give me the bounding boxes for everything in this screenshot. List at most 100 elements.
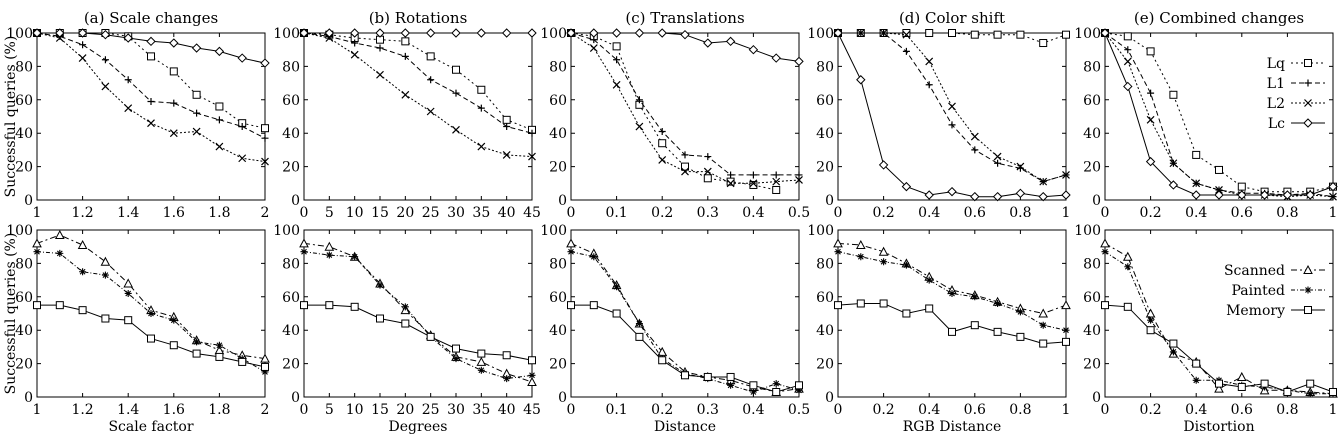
- data-point: [727, 381, 735, 389]
- data-point: [350, 50, 359, 59]
- x-tick-label: 1.6: [163, 205, 185, 221]
- legend-marker: [1304, 79, 1312, 87]
- series-painted: [300, 248, 536, 383]
- legend-marker: [1303, 264, 1313, 274]
- data-point: [772, 185, 781, 194]
- data-point: [772, 387, 781, 396]
- data-point: [452, 65, 460, 74]
- y-tick-label: 40: [15, 323, 33, 339]
- data-point: [1038, 308, 1049, 318]
- series-line: [1104, 242, 1334, 395]
- y-tick-label: 20: [15, 357, 33, 373]
- data-point: [401, 90, 410, 99]
- x-tick-label: 0.3: [697, 205, 719, 221]
- data-point: [477, 142, 486, 151]
- data-point: [1062, 326, 1070, 334]
- y-tick-label: 20: [282, 357, 300, 373]
- y-tick-label: 0: [1092, 193, 1101, 209]
- data-point: [902, 261, 910, 269]
- data-point: [1123, 302, 1132, 311]
- data-point: [970, 132, 979, 141]
- data-point: [349, 28, 360, 38]
- data-point: [124, 104, 133, 113]
- data-point: [452, 344, 460, 353]
- data-point: [993, 30, 1002, 39]
- data-point: [772, 380, 780, 388]
- data-point: [725, 36, 736, 47]
- data-point: [1237, 382, 1246, 391]
- y-tick-label: 40: [15, 126, 33, 142]
- data-point: [994, 159, 1002, 167]
- data-point: [970, 321, 979, 330]
- data-point: [1123, 57, 1132, 66]
- data-point: [77, 239, 88, 250]
- x-tick-label: 45: [523, 205, 541, 221]
- legend-label: Scanned: [1224, 263, 1285, 279]
- legend-marker: [1303, 118, 1313, 128]
- data-point: [657, 28, 667, 38]
- x-tick-label: 0.1: [605, 205, 627, 221]
- plot-frame: [303, 229, 533, 398]
- series-l2: [33, 29, 269, 166]
- data-point: [147, 119, 155, 128]
- data-point: [192, 349, 201, 358]
- y-tick-label: 80: [15, 256, 33, 272]
- y-tick-label: 80: [282, 256, 300, 272]
- x-tick-label: 0.8: [1276, 205, 1298, 221]
- data-point: [427, 76, 435, 84]
- data-point: [1146, 115, 1155, 124]
- data-point: [124, 289, 132, 297]
- data-point: [925, 57, 934, 66]
- data-point: [1101, 248, 1109, 256]
- data-point: [376, 314, 384, 323]
- data-point: [1124, 46, 1132, 54]
- y-tick-label: 0: [825, 390, 834, 406]
- y-axis-label: Successful queries (%): [3, 36, 19, 198]
- data-point: [726, 179, 735, 188]
- legend-label: Painted: [1231, 283, 1285, 299]
- data-point: [375, 28, 385, 38]
- x-tick-label: 25: [422, 205, 440, 221]
- x-tick-label: 5: [325, 205, 334, 221]
- x-tick-label: 0.4: [1185, 402, 1207, 418]
- data-point: [635, 96, 643, 104]
- x-tick-label: 10: [346, 402, 364, 418]
- y-tick-label: 100: [6, 26, 33, 42]
- data-point: [124, 76, 132, 84]
- data-point: [635, 332, 644, 341]
- y-tick-label: 100: [540, 26, 567, 42]
- data-point: [855, 239, 866, 250]
- y-tick-label: 80: [549, 59, 567, 75]
- data-point: [324, 241, 335, 251]
- data-point: [101, 271, 109, 279]
- x-tick-label: 15: [371, 205, 389, 221]
- legend-marker: [1304, 99, 1312, 107]
- series-line: [1104, 32, 1334, 198]
- data-point: [528, 371, 536, 379]
- data-point: [77, 28, 88, 38]
- series-painted: [33, 248, 269, 376]
- data-point: [795, 171, 803, 179]
- data-point: [191, 43, 202, 53]
- data-point: [879, 299, 888, 308]
- y-tick-label: 40: [1083, 323, 1101, 339]
- data-point: [1169, 159, 1178, 168]
- y-tick-label: 40: [816, 126, 834, 142]
- x-tick-label: 0: [834, 205, 843, 221]
- data-point: [1122, 251, 1133, 261]
- series-memory: [300, 301, 536, 365]
- data-point: [32, 238, 42, 248]
- data-point: [567, 301, 575, 310]
- x-tick-label: 0.2: [872, 402, 894, 418]
- series-line: [838, 32, 1067, 44]
- data-point: [1192, 150, 1201, 159]
- y-tick-label: 0: [1092, 390, 1101, 406]
- data-point: [324, 28, 335, 38]
- data-point: [749, 381, 758, 390]
- x-tick-label: 0.6: [1231, 205, 1253, 221]
- data-point: [1192, 179, 1201, 188]
- y-tick-label: 20: [1083, 357, 1101, 373]
- data-point: [502, 115, 511, 124]
